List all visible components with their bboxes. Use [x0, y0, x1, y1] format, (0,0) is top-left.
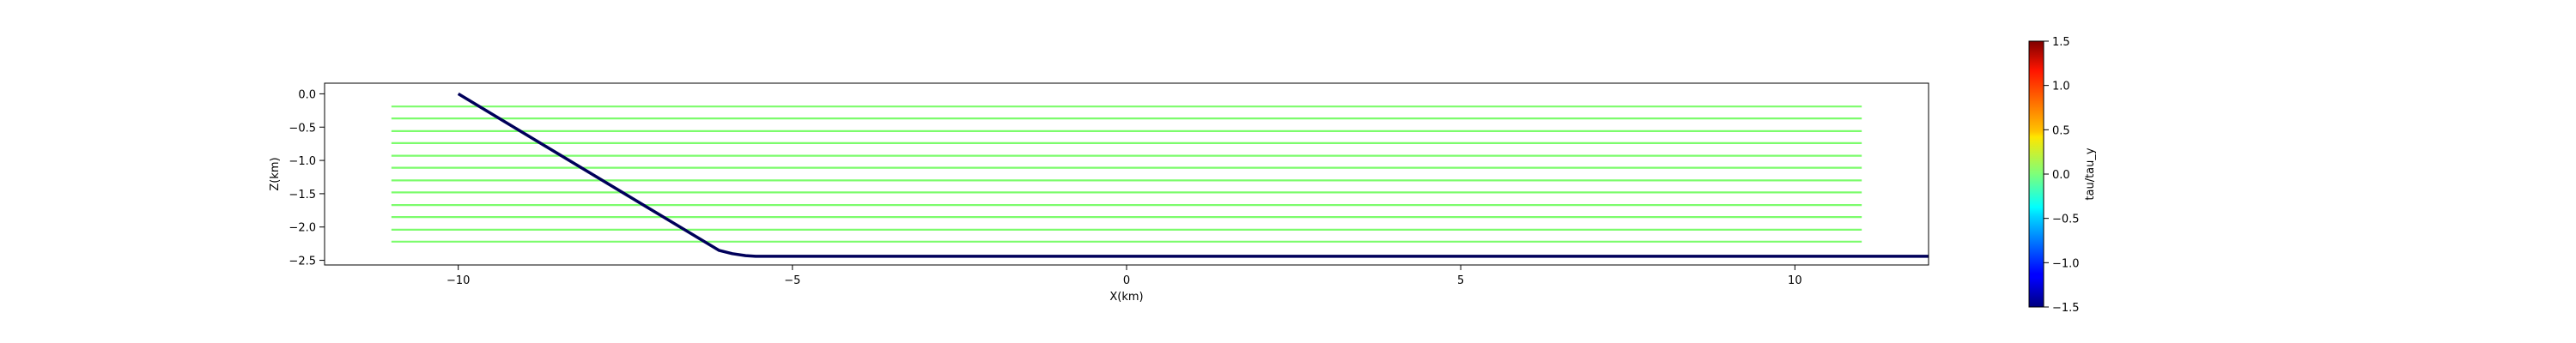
- colorbar: 1.5 1.0 0.5 0.0 −0.5 −1.0 −1.5 tau/tau_y: [2028, 36, 2097, 315]
- x-tick-label: −5: [784, 274, 800, 287]
- colorbar-ticks: 1.5 1.0 0.5 0.0 −0.5 −1.0 −1.5: [2044, 36, 2080, 315]
- main-plot-axes: −10 −5 0 5 10 0.0−0.5−1.0−1.5−2.0−2.5 X(km) …: [269, 82, 1929, 304]
- fault-trace-series: [457, 92, 1929, 258]
- x-axis-label: X(km): [1109, 291, 1143, 304]
- receiver-lines: [391, 105, 1862, 243]
- x-tick-label: −10: [447, 274, 470, 287]
- colorbar-tick-label: −1.0: [2052, 257, 2080, 270]
- x-tick-label: 5: [1457, 274, 1464, 287]
- y-tick-label: −0.5: [289, 122, 316, 135]
- colorbar-label: tau/tau_y: [2084, 147, 2097, 200]
- colorbar-tick-label: 0.5: [2052, 124, 2070, 137]
- y-axis-ticks: 0.0 −0.5 −1.0 −1.5 −2.0 −2.5: [289, 88, 325, 268]
- y-tick-label: 0.0: [298, 88, 316, 101]
- x-axis-ticks: −10 −5 0 5 10: [447, 265, 1802, 287]
- colorbar-tick-label: −1.5: [2052, 302, 2080, 315]
- colorbar-tick-label: 1.5: [2052, 36, 2070, 49]
- colorbar-tick-label: 0.0: [2052, 169, 2070, 182]
- y-tick-label: −1.5: [289, 189, 316, 202]
- x-tick-label: 0: [1123, 274, 1130, 287]
- x-tick-label: 10: [1788, 274, 1802, 287]
- colorbar-tick-label: −0.5: [2052, 214, 2080, 226]
- y-axis-label: Z(km): [269, 157, 282, 190]
- y-tick-label: −2.5: [289, 256, 316, 268]
- colorbar-gradient: [2028, 40, 2044, 308]
- fault-trace-line: [457, 92, 1929, 258]
- y-tick-label: −1.0: [289, 155, 316, 168]
- y-tick-label: −2.0: [289, 222, 316, 235]
- colorbar-tick-label: 1.0: [2052, 81, 2070, 93]
- plot-frame: [324, 82, 1929, 266]
